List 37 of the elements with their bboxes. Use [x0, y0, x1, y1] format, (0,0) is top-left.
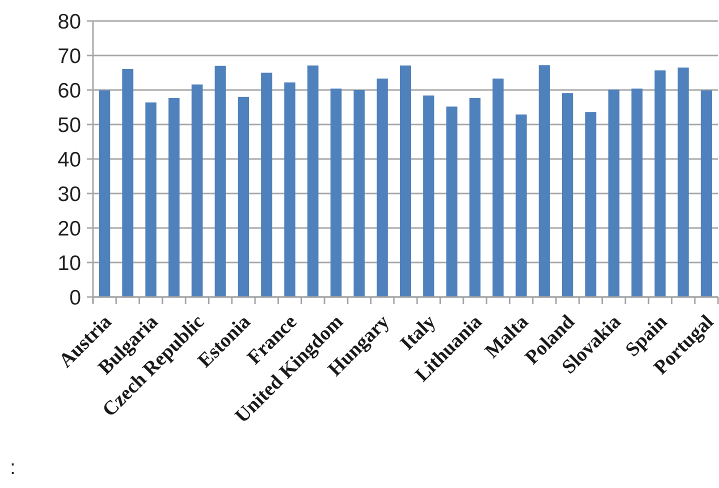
bar	[354, 90, 365, 297]
bar	[376, 78, 388, 297]
bar	[654, 70, 666, 297]
bar	[238, 96, 250, 297]
bar	[284, 82, 296, 297]
bar	[446, 106, 458, 297]
y-tick-label: 30	[58, 182, 81, 206]
y-tick-label: 50	[58, 114, 81, 137]
bar	[307, 66, 318, 297]
bar	[700, 90, 712, 297]
y-tick-label: 0	[69, 286, 81, 310]
y-tick-label: 60	[58, 79, 81, 102]
y-tick-label: 10	[58, 252, 81, 275]
bar	[538, 65, 550, 297]
bar	[261, 72, 272, 297]
bar	[122, 68, 134, 297]
bar	[168, 98, 180, 297]
bar	[99, 90, 110, 297]
bar	[330, 88, 342, 297]
bar	[423, 96, 434, 297]
bar	[400, 66, 412, 297]
bar	[631, 88, 643, 297]
y-tick-label: 80	[58, 10, 81, 34]
bar	[608, 90, 620, 297]
bar	[145, 102, 156, 297]
bar	[585, 112, 596, 297]
bar	[469, 98, 480, 297]
bar	[562, 93, 574, 297]
y-tick-label: 40	[58, 148, 81, 172]
bar	[516, 114, 527, 297]
bar	[192, 84, 203, 297]
y-tick-label: 70	[58, 44, 81, 68]
bar	[678, 68, 689, 297]
bar	[214, 66, 226, 297]
y-tick-label: 20	[58, 217, 81, 240]
text: :	[10, 457, 16, 479]
bar	[492, 78, 504, 297]
